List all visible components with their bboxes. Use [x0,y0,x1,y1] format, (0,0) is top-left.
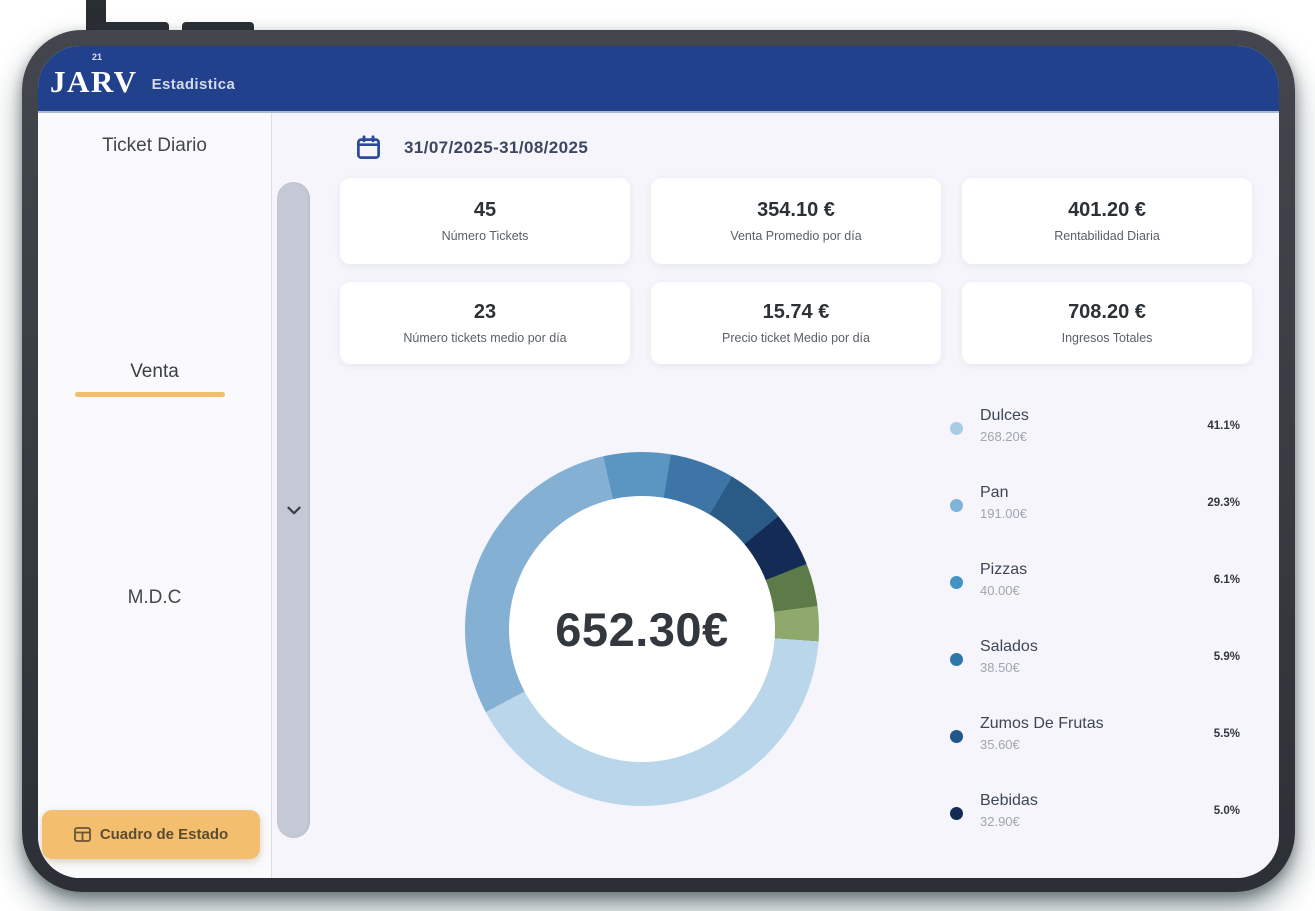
legend-category-percent: 5.5% [1213,727,1240,740]
stat-label: Número tickets medio por día [403,331,567,345]
legend-category-name: Salados [980,638,1038,655]
stat-value: 45 [473,199,497,221]
legend-color-dot [950,730,963,743]
cuadro-de-estado-button[interactable]: Cuadro de Estado [42,810,260,859]
legend-category-percent: 29.3% [1207,496,1240,509]
legend-category-name: Pizzas [980,561,1028,578]
legend-category-percent: 5.9% [1213,650,1240,663]
legend-category-percent: 5.0% [1213,804,1240,817]
legend-category-amount: 35.60€ [980,737,1020,752]
app-header: JARV Estadistica 21 [38,46,1279,113]
legend-color-dot [950,653,963,666]
legend-category-amount: 32.90€ [980,814,1020,829]
legend-category-percent: 6.1% [1213,573,1240,586]
status-board-icon [73,827,91,842]
chart-legend: Dulces 268.20€ 41.1% Pan 191.00€ 29.3% [950,402,1240,834]
stat-label: Precio ticket Medio por día [722,331,870,345]
status-button-label: Cuadro de Estado [99,826,229,843]
legend-category-percent: 41.1% [1207,419,1240,432]
legend-color-dot [950,499,963,512]
app-subtitle: Estadistica [151,76,236,93]
stat-value: 15.74 € [762,301,830,323]
date-range-filter[interactable]: 31/07/2025-31/08/2025 [355,134,588,161]
calendar-icon [355,134,382,161]
stat-card-ingresos-totales: 708.20 € Ingresos Totales [962,282,1252,364]
sidebar-item-venta[interactable]: Venta [130,361,179,382]
legend-item: Bebidas 32.90€ 5.0% [950,787,1240,834]
sidebar-item-mdc[interactable]: M.D.C [127,587,182,608]
legend-category-name: Pan [980,484,1009,501]
legend-color-dot [950,576,963,589]
stat-card-precio-ticket: 15.74 € Precio ticket Medio por día [651,282,941,364]
stat-value: 23 [473,301,497,323]
tablet-frame: JARV Estadistica 21 Ticket Diario Venta … [22,30,1295,892]
legend-category-amount: 268.20€ [980,429,1027,444]
app-logo: JARV [50,63,138,99]
stat-card-venta-promedio: 354.10 € Venta Promedio por día [651,178,941,264]
donut-hole: 652.30€ [509,496,775,762]
sidebar-collapse-handle[interactable] [277,182,310,838]
legend-item: Salados 38.50€ 5.9% [950,633,1240,680]
legend-item: Zumos De Frutas 35.60€ 5.5% [950,710,1240,757]
legend-category-amount: 38.50€ [980,660,1020,675]
stat-card-rentabilidad: 401.20 € Rentabilidad Diaria [962,178,1252,264]
legend-color-dot [950,807,963,820]
sales-donut-chart: 652.30€ [465,452,819,806]
stat-card-tickets-medio: 23 Número tickets medio por día [340,282,630,364]
legend-category-name: Bebidas [980,792,1038,809]
stat-card-numero-tickets: 45 Número Tickets [340,178,630,264]
sidebar: Ticket Diario Venta M.D.C Cuadro de Esta… [38,113,272,878]
status-time: 21 [92,52,103,62]
app-screen: JARV Estadistica 21 Ticket Diario Venta … [38,46,1279,878]
legend-category-name: Dulces [980,407,1029,424]
legend-item: Dulces 268.20€ 41.1% [950,402,1240,449]
stat-value: 354.10 € [757,199,835,221]
legend-color-dot [950,422,963,435]
active-tab-underline [75,392,225,397]
total-sales-value: 652.30€ [555,602,729,656]
legend-category-amount: 191.00€ [980,506,1027,521]
stat-label: Venta Promedio por día [730,229,862,243]
legend-item: Pizzas 40.00€ 6.1% [950,556,1240,603]
legend-item: Pan 191.00€ 29.3% [950,479,1240,526]
chevron-down-icon [283,499,305,521]
stat-label: Ingresos Totales [1061,331,1153,345]
stat-value: 401.20 € [1068,199,1146,221]
legend-category-name: Zumos De Frutas [980,715,1104,732]
stat-label: Número Tickets [441,229,529,243]
sidebar-item-ticket-diario[interactable]: Ticket Diario [102,135,207,156]
stat-value: 708.20 € [1068,301,1146,323]
date-range-text: 31/07/2025-31/08/2025 [404,137,589,157]
legend-category-amount: 40.00€ [980,583,1020,598]
stat-label: Rentabilidad Diaria [1054,229,1160,243]
